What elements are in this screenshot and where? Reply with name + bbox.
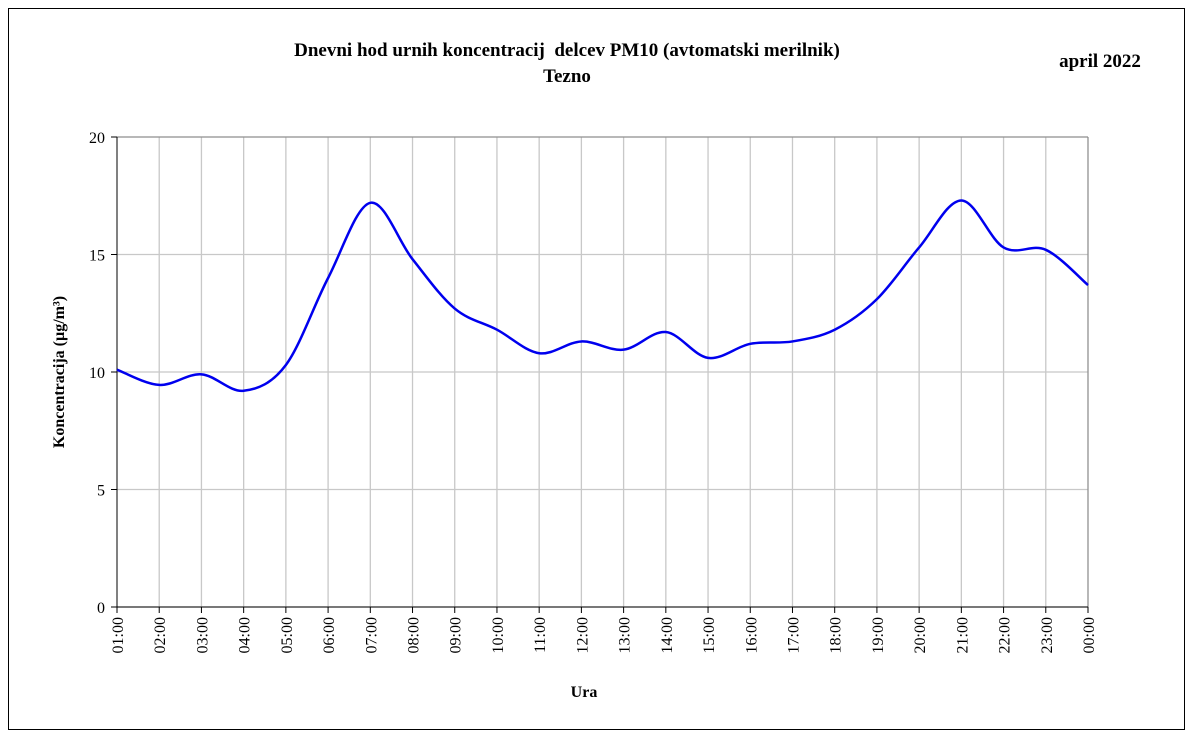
chart-subtitle: Tezno: [543, 66, 591, 87]
x-tick-label: 07:00: [363, 617, 380, 653]
x-tick-label: 09:00: [448, 617, 465, 653]
x-tick-label: 21:00: [954, 617, 971, 653]
x-tick-label: 04:00: [237, 617, 254, 653]
annotation: april 2022: [1059, 51, 1141, 72]
x-tick-label: 16:00: [743, 617, 760, 653]
chart-frame: [8, 8, 1185, 730]
y-tick-label: 10: [89, 365, 105, 382]
y-axis-title: Koncentracija (µg/m³): [51, 296, 68, 448]
x-tick-label: 05:00: [279, 617, 296, 653]
x-tick-label: 01:00: [110, 617, 127, 653]
x-tick-label: 12:00: [574, 617, 591, 653]
x-tick-label: 03:00: [194, 617, 211, 653]
x-tick-label: 23:00: [1039, 617, 1056, 653]
x-tick-label: 00:00: [1081, 617, 1098, 653]
x-axis-title: Ura: [571, 684, 598, 701]
x-tick-label: 13:00: [617, 617, 634, 653]
x-tick-label: 08:00: [406, 617, 423, 653]
x-tick-label: 11:00: [532, 617, 549, 653]
x-tick-label: 02:00: [152, 617, 169, 653]
x-tick-label: 17:00: [785, 617, 802, 653]
chart-title: Dnevni hod urnih koncentracij delcev PM1…: [294, 40, 840, 61]
y-tick-label: 15: [89, 248, 105, 265]
x-tick-label: 20:00: [912, 617, 929, 653]
x-tick-label: 15:00: [701, 617, 718, 653]
y-tick-label: 0: [97, 600, 105, 617]
x-tick-label: 22:00: [997, 617, 1014, 653]
x-tick-label: 06:00: [321, 617, 338, 653]
x-tick-label: 19:00: [870, 617, 887, 653]
y-tick-label: 20: [89, 130, 105, 147]
x-tick-label: 14:00: [659, 617, 676, 653]
y-tick-label: 5: [97, 483, 105, 500]
data-line: [116, 199, 1089, 393]
x-tick-label: 18:00: [828, 617, 845, 653]
x-tick-label: 10:00: [490, 617, 507, 653]
